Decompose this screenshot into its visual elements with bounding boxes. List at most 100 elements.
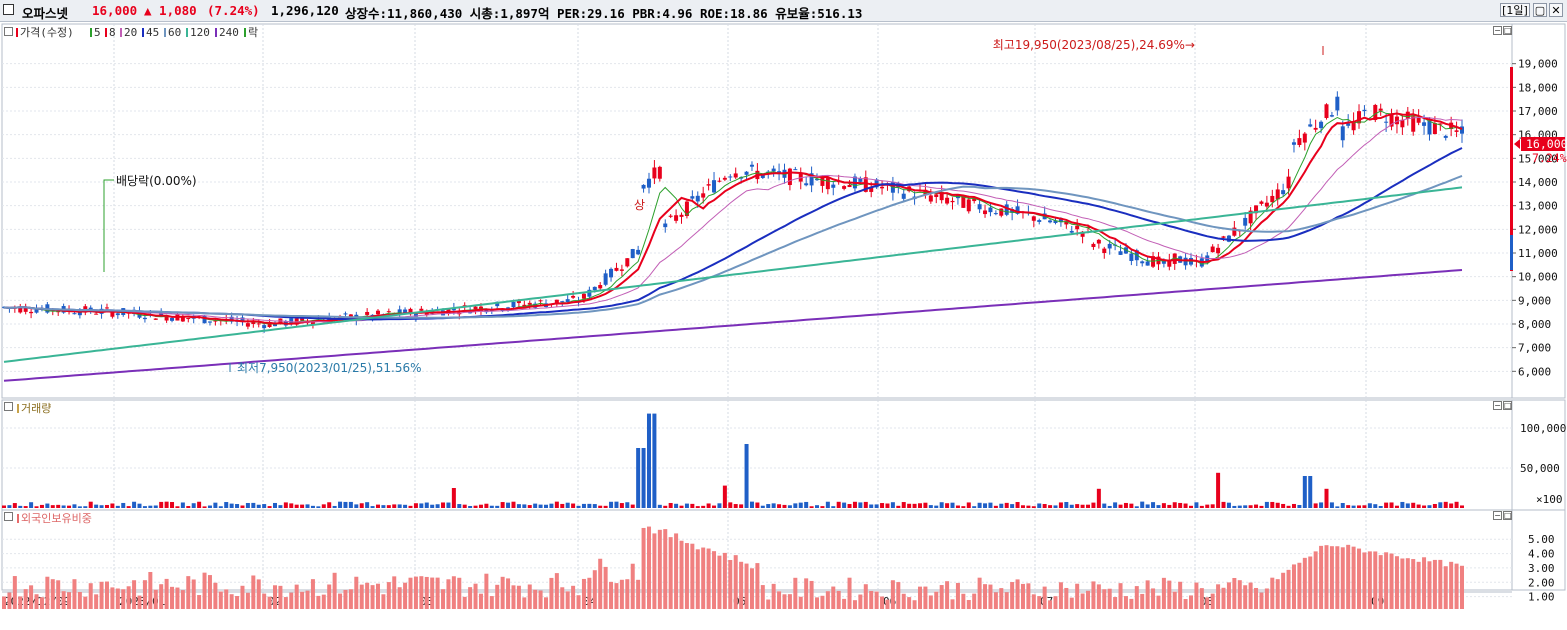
volume-bar bbox=[1145, 504, 1150, 508]
volume-bar bbox=[603, 505, 608, 508]
candle-body bbox=[733, 173, 738, 178]
volume-bar bbox=[1319, 502, 1324, 508]
volume-bar bbox=[646, 413, 651, 508]
volume-bar bbox=[175, 506, 180, 508]
foreign-bar bbox=[1270, 577, 1275, 609]
foreign-bar bbox=[793, 577, 798, 609]
candle-body bbox=[1432, 123, 1437, 135]
volume-bar bbox=[1096, 488, 1101, 508]
volume-bar bbox=[419, 503, 424, 508]
foreign-bar bbox=[365, 582, 370, 609]
volume-bar bbox=[674, 503, 679, 508]
foreign-bar bbox=[7, 592, 12, 609]
foreign-bar bbox=[1151, 588, 1156, 609]
foreign-bar bbox=[99, 581, 104, 609]
foreign-bar bbox=[955, 582, 960, 609]
foreign-bar bbox=[1324, 545, 1329, 609]
foreign-panel-toggle[interactable] bbox=[4, 512, 13, 521]
candle-body bbox=[1340, 126, 1345, 141]
candle-body bbox=[712, 180, 717, 193]
foreign-bar bbox=[468, 587, 473, 609]
candle-body bbox=[1183, 257, 1188, 266]
candle-body bbox=[961, 195, 966, 208]
volume-bar bbox=[1086, 504, 1091, 508]
foreign-bar bbox=[592, 570, 597, 609]
foreign-bar bbox=[104, 581, 109, 609]
volume-bar bbox=[7, 505, 12, 508]
volume-bar bbox=[473, 505, 478, 508]
legend-3: 20 bbox=[124, 26, 137, 39]
foreign-bar bbox=[430, 577, 435, 609]
foreign-panel-maximize-button[interactable]: □ bbox=[1503, 511, 1512, 520]
foreign-bar bbox=[798, 596, 803, 609]
volume-bar bbox=[468, 505, 473, 508]
candle-body bbox=[419, 308, 424, 311]
legend-marker bbox=[90, 28, 92, 37]
volume-bar bbox=[289, 503, 294, 508]
foreign-bar bbox=[863, 584, 868, 609]
foreign-bar bbox=[516, 585, 521, 609]
foreign-bar bbox=[690, 543, 695, 609]
volume-bar bbox=[1432, 503, 1437, 508]
candle-body bbox=[728, 176, 733, 178]
panel-minimize-button[interactable]: − bbox=[1493, 26, 1502, 35]
candle-body bbox=[793, 169, 798, 171]
foreign-bar bbox=[603, 566, 608, 609]
foreign-bar bbox=[977, 577, 982, 609]
volume-bar bbox=[435, 504, 440, 508]
volume-bar bbox=[1178, 502, 1183, 508]
volume-bar bbox=[972, 506, 977, 508]
close-window-button[interactable]: ✕ bbox=[1549, 3, 1563, 17]
volume-bar bbox=[890, 502, 895, 508]
price-axis-label: 11,000 bbox=[1518, 247, 1558, 260]
volume-bar bbox=[1357, 505, 1362, 508]
foreign-bar bbox=[1216, 584, 1221, 609]
foreign-bar bbox=[988, 584, 993, 609]
ma-60-line bbox=[3, 174, 1463, 319]
volume-bar bbox=[430, 504, 435, 508]
candle-body bbox=[262, 325, 267, 329]
candle-body bbox=[717, 180, 722, 182]
candle-body bbox=[1378, 108, 1383, 111]
volume-panel-minimize-button[interactable]: − bbox=[1493, 401, 1502, 410]
foreign-bar bbox=[609, 581, 614, 609]
volume-bar bbox=[825, 501, 830, 508]
legend-marker bbox=[105, 28, 107, 37]
foreign-bar bbox=[815, 597, 820, 609]
foreign-bar bbox=[370, 585, 375, 609]
volume-bar bbox=[478, 504, 483, 508]
foreign-bar bbox=[1335, 546, 1340, 609]
period-button[interactable]: [1일] bbox=[1500, 3, 1530, 17]
candle-body bbox=[880, 186, 885, 189]
candle-body bbox=[1075, 225, 1080, 230]
volume-bar bbox=[392, 504, 397, 508]
foreign-bar bbox=[1362, 552, 1367, 609]
foreign-bar bbox=[1053, 596, 1058, 609]
price-panel-toggle[interactable] bbox=[4, 27, 13, 36]
foreign-bar bbox=[1291, 564, 1296, 609]
volume-panel-maximize-button[interactable]: □ bbox=[1503, 401, 1512, 410]
volume-bar bbox=[94, 504, 99, 508]
ma-120-line bbox=[3, 186, 1463, 363]
candle-body bbox=[1411, 116, 1416, 132]
volume-panel-toggle[interactable] bbox=[4, 402, 13, 411]
select-checkbox[interactable] bbox=[3, 4, 14, 15]
volume-bar bbox=[381, 505, 386, 508]
volume-legend: 거래량 bbox=[21, 402, 51, 415]
candle-body bbox=[1145, 261, 1150, 266]
candle-body bbox=[787, 168, 792, 186]
foreign-axis-label: 5.00 bbox=[1528, 533, 1555, 546]
panel-maximize-button[interactable]: □ bbox=[1503, 26, 1512, 35]
foreign-bar bbox=[706, 548, 711, 609]
restore-window-button[interactable]: ▢ bbox=[1533, 3, 1547, 17]
foreign-bar bbox=[1351, 546, 1356, 609]
volume-bar bbox=[273, 502, 278, 508]
foreign-bar bbox=[137, 595, 142, 609]
foreign-panel-minimize-button[interactable]: − bbox=[1493, 511, 1502, 520]
candle-body bbox=[636, 249, 641, 255]
foreign-bar bbox=[224, 589, 229, 609]
candle-body bbox=[413, 313, 418, 317]
foreign-bar bbox=[235, 596, 240, 609]
foreign-bar bbox=[950, 599, 955, 609]
candle-body bbox=[522, 304, 527, 308]
